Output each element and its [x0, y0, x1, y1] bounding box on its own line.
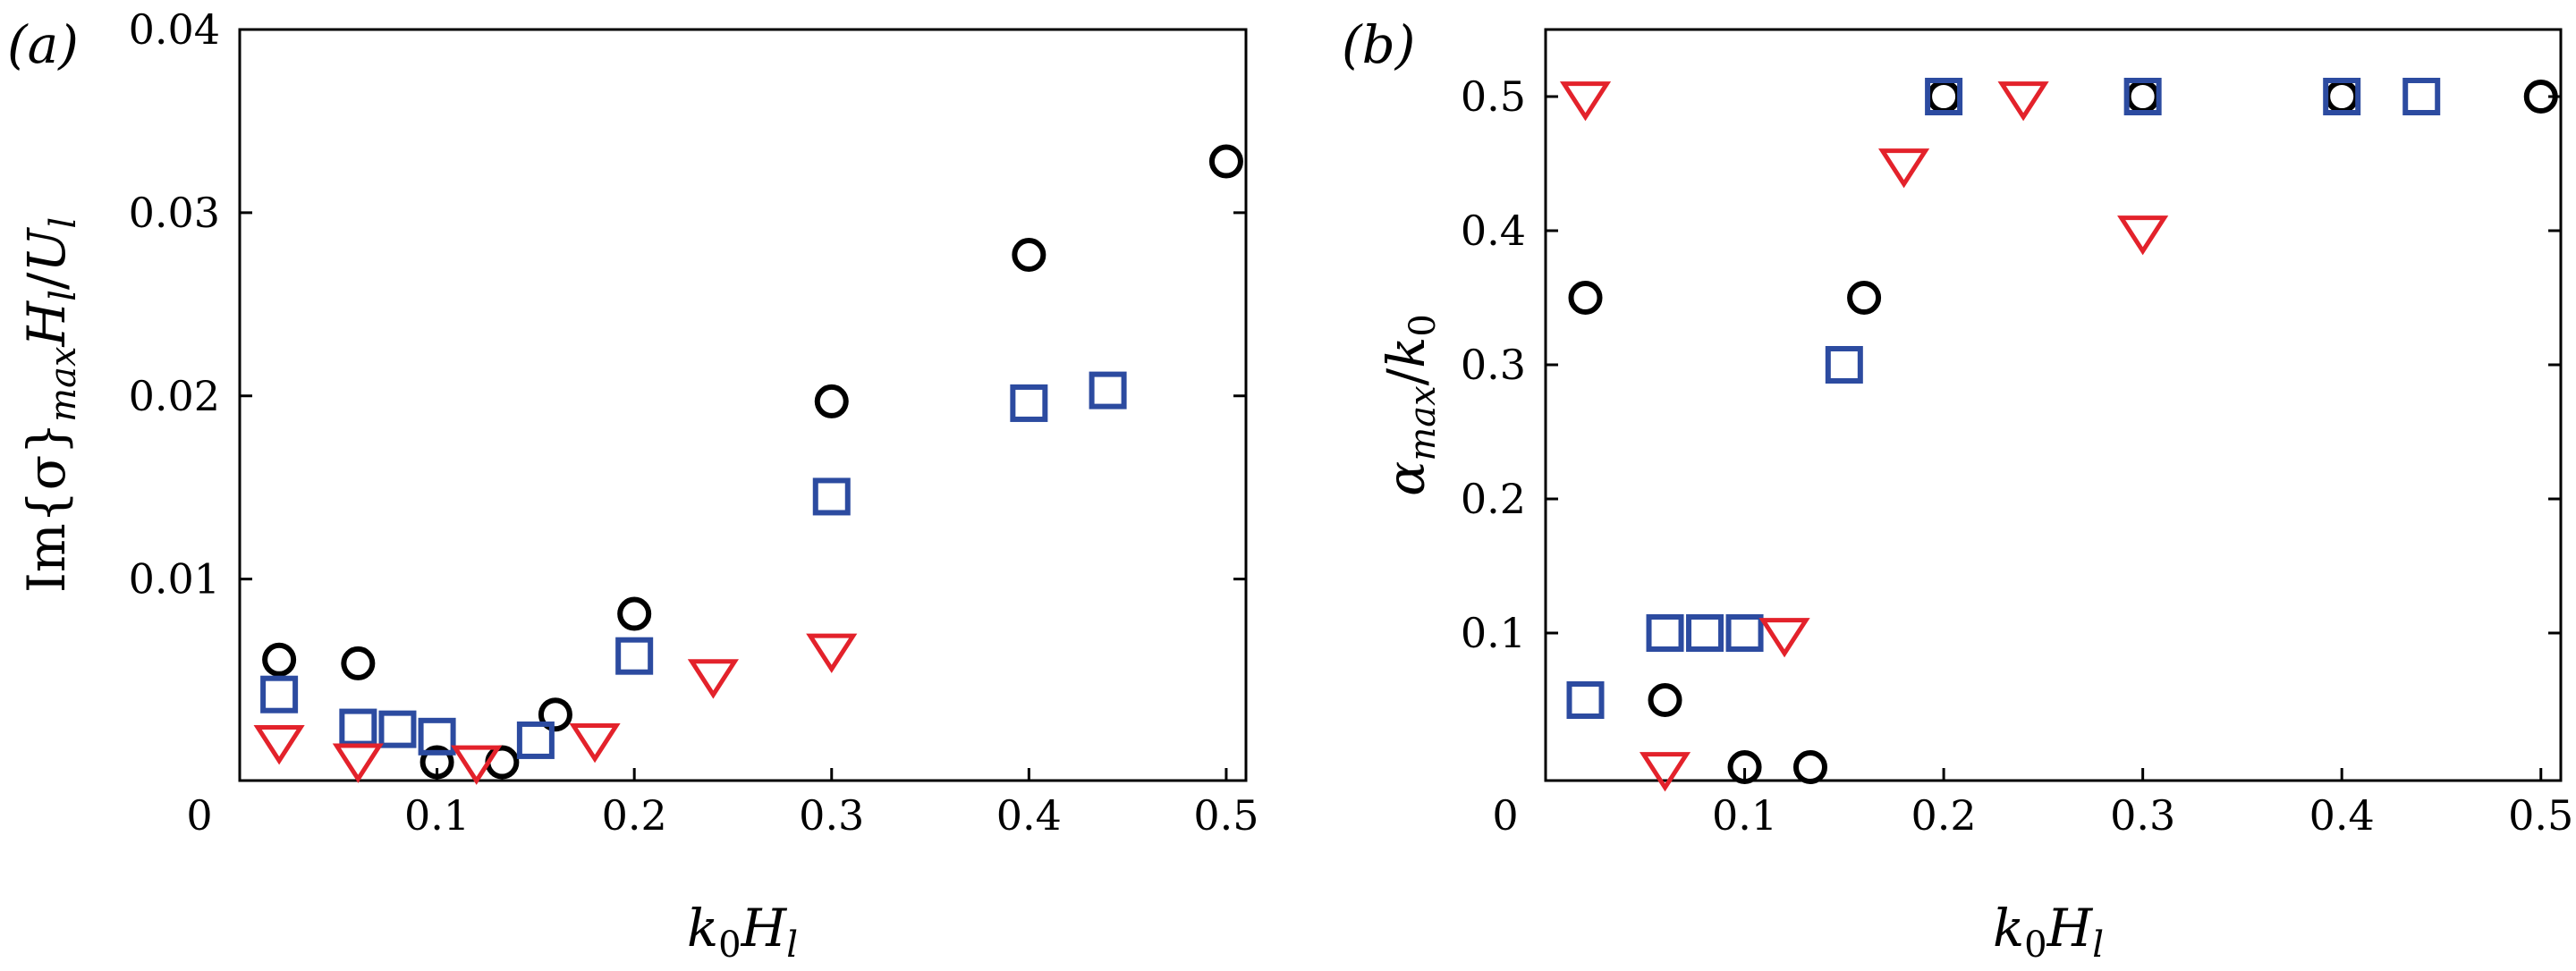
- circle-point: [2125, 80, 2160, 114]
- panel-a-marks: [253, 144, 1243, 785]
- panel-a-label: (a): [7, 14, 79, 75]
- y-tick-label: 0.03: [129, 189, 220, 237]
- square-point: [260, 675, 299, 713]
- y-tick-label: 0.01: [129, 555, 220, 604]
- panel-a-y-axis-label: Im{σ}maxHl/Ul: [16, 217, 84, 593]
- triangle-point: [2117, 215, 2169, 256]
- square-point: [2402, 78, 2441, 115]
- x-tick-label: 0.1: [404, 791, 470, 840]
- y-tick-label: 0.1: [1461, 609, 1526, 657]
- circle-point: [341, 646, 376, 680]
- panel-b: (b) 0 0.1 0.2 0.3 0.4 0.5 0.1 0.2 0.3 0.4 0.5 k0Hl…: [1342, 14, 2573, 966]
- square-point: [339, 708, 377, 747]
- square-point: [1089, 371, 1127, 410]
- circle-point: [814, 384, 849, 418]
- circle-point: [617, 596, 652, 631]
- x-tick-label: 0.3: [799, 791, 864, 840]
- circle-point: [1208, 144, 1243, 179]
- square-point: [812, 477, 851, 516]
- square-point: [1646, 614, 1684, 652]
- circle-point: [1792, 750, 1827, 784]
- panel-b-marks: [1559, 78, 2558, 792]
- circle-point: [2325, 80, 2360, 114]
- circle-point: [1012, 238, 1046, 272]
- triangle-point: [1997, 81, 2049, 122]
- x-tick-label: 0: [186, 791, 212, 840]
- x-tick-label: 0.3: [2110, 791, 2175, 840]
- triangle-point: [1639, 752, 1691, 792]
- y-tick-label: 0.04: [129, 5, 220, 54]
- square-point: [1686, 614, 1724, 652]
- panel-b-x-axis-label: k0Hl: [1993, 898, 2104, 966]
- panel-a-x-axis-label: k0Hl: [687, 898, 798, 966]
- square-point: [2323, 78, 2361, 115]
- y-tick-label: 0.2: [1461, 475, 1526, 523]
- triangle-point: [1878, 148, 1930, 189]
- panel-b-frame: [1544, 28, 2563, 782]
- triangle-point: [1559, 81, 1612, 122]
- circle-point: [1847, 281, 1882, 315]
- square-point: [1566, 681, 1605, 719]
- panel-a-frame: [238, 28, 1248, 782]
- square-point: [1825, 346, 1863, 384]
- panel-b-y-axis-label: αmax/k0: [1376, 314, 1444, 496]
- circle-point: [419, 745, 454, 780]
- y-tick-label: 0.3: [1461, 341, 1526, 389]
- square-point: [1010, 384, 1048, 422]
- x-tick-label: 0.2: [1911, 791, 1977, 840]
- panel-b-label: (b): [1342, 14, 1415, 75]
- x-tick-label: 0.5: [1193, 791, 1258, 840]
- panel-a: (a) 0 0.1 0.2 0.3 0.4 0.5 0.01 0.02 0.03 0.04 k0H…: [7, 5, 1259, 966]
- circle-point: [485, 745, 520, 780]
- square-point: [2123, 78, 2162, 115]
- triangle-point: [451, 745, 503, 785]
- triangle-point: [253, 725, 305, 765]
- square-point: [378, 710, 417, 748]
- triangle-point: [569, 722, 621, 764]
- triangle-point: [332, 743, 384, 783]
- x-tick-label: 0: [1492, 791, 1518, 840]
- circle-point: [1648, 683, 1682, 717]
- circle-point: [1568, 281, 1603, 315]
- panel-b-ticks: 0 0.1 0.2 0.3 0.4 0.5 0.1 0.2 0.3 0.4 0.5: [1461, 72, 2573, 840]
- triangle-point: [806, 633, 858, 673]
- x-tick-label: 0.4: [2309, 791, 2375, 840]
- square-point: [615, 637, 654, 675]
- x-tick-label: 0.4: [996, 791, 1062, 840]
- square-point: [418, 717, 456, 756]
- square-point: [516, 721, 555, 759]
- circle-point: [1927, 80, 1962, 114]
- circle-point: [1727, 750, 1762, 784]
- triangle-point: [1758, 618, 1810, 658]
- x-tick-label: 0.5: [2508, 791, 2573, 840]
- square-point: [1725, 614, 1764, 652]
- y-tick-label: 0.4: [1461, 207, 1526, 255]
- panel-a-ticks: 0 0.1 0.2 0.3 0.4 0.5 0.01 0.02 0.03 0.04: [129, 5, 1259, 840]
- circle-point: [538, 697, 572, 732]
- x-tick-label: 0.1: [1712, 791, 1777, 840]
- circle-point: [2523, 80, 2558, 114]
- y-tick-label: 0.02: [129, 372, 220, 420]
- square-point: [1925, 78, 1963, 115]
- y-tick-label: 0.5: [1461, 72, 1526, 121]
- triangle-point: [687, 659, 739, 699]
- x-tick-label: 0.2: [602, 791, 667, 840]
- circle-point: [262, 642, 297, 677]
